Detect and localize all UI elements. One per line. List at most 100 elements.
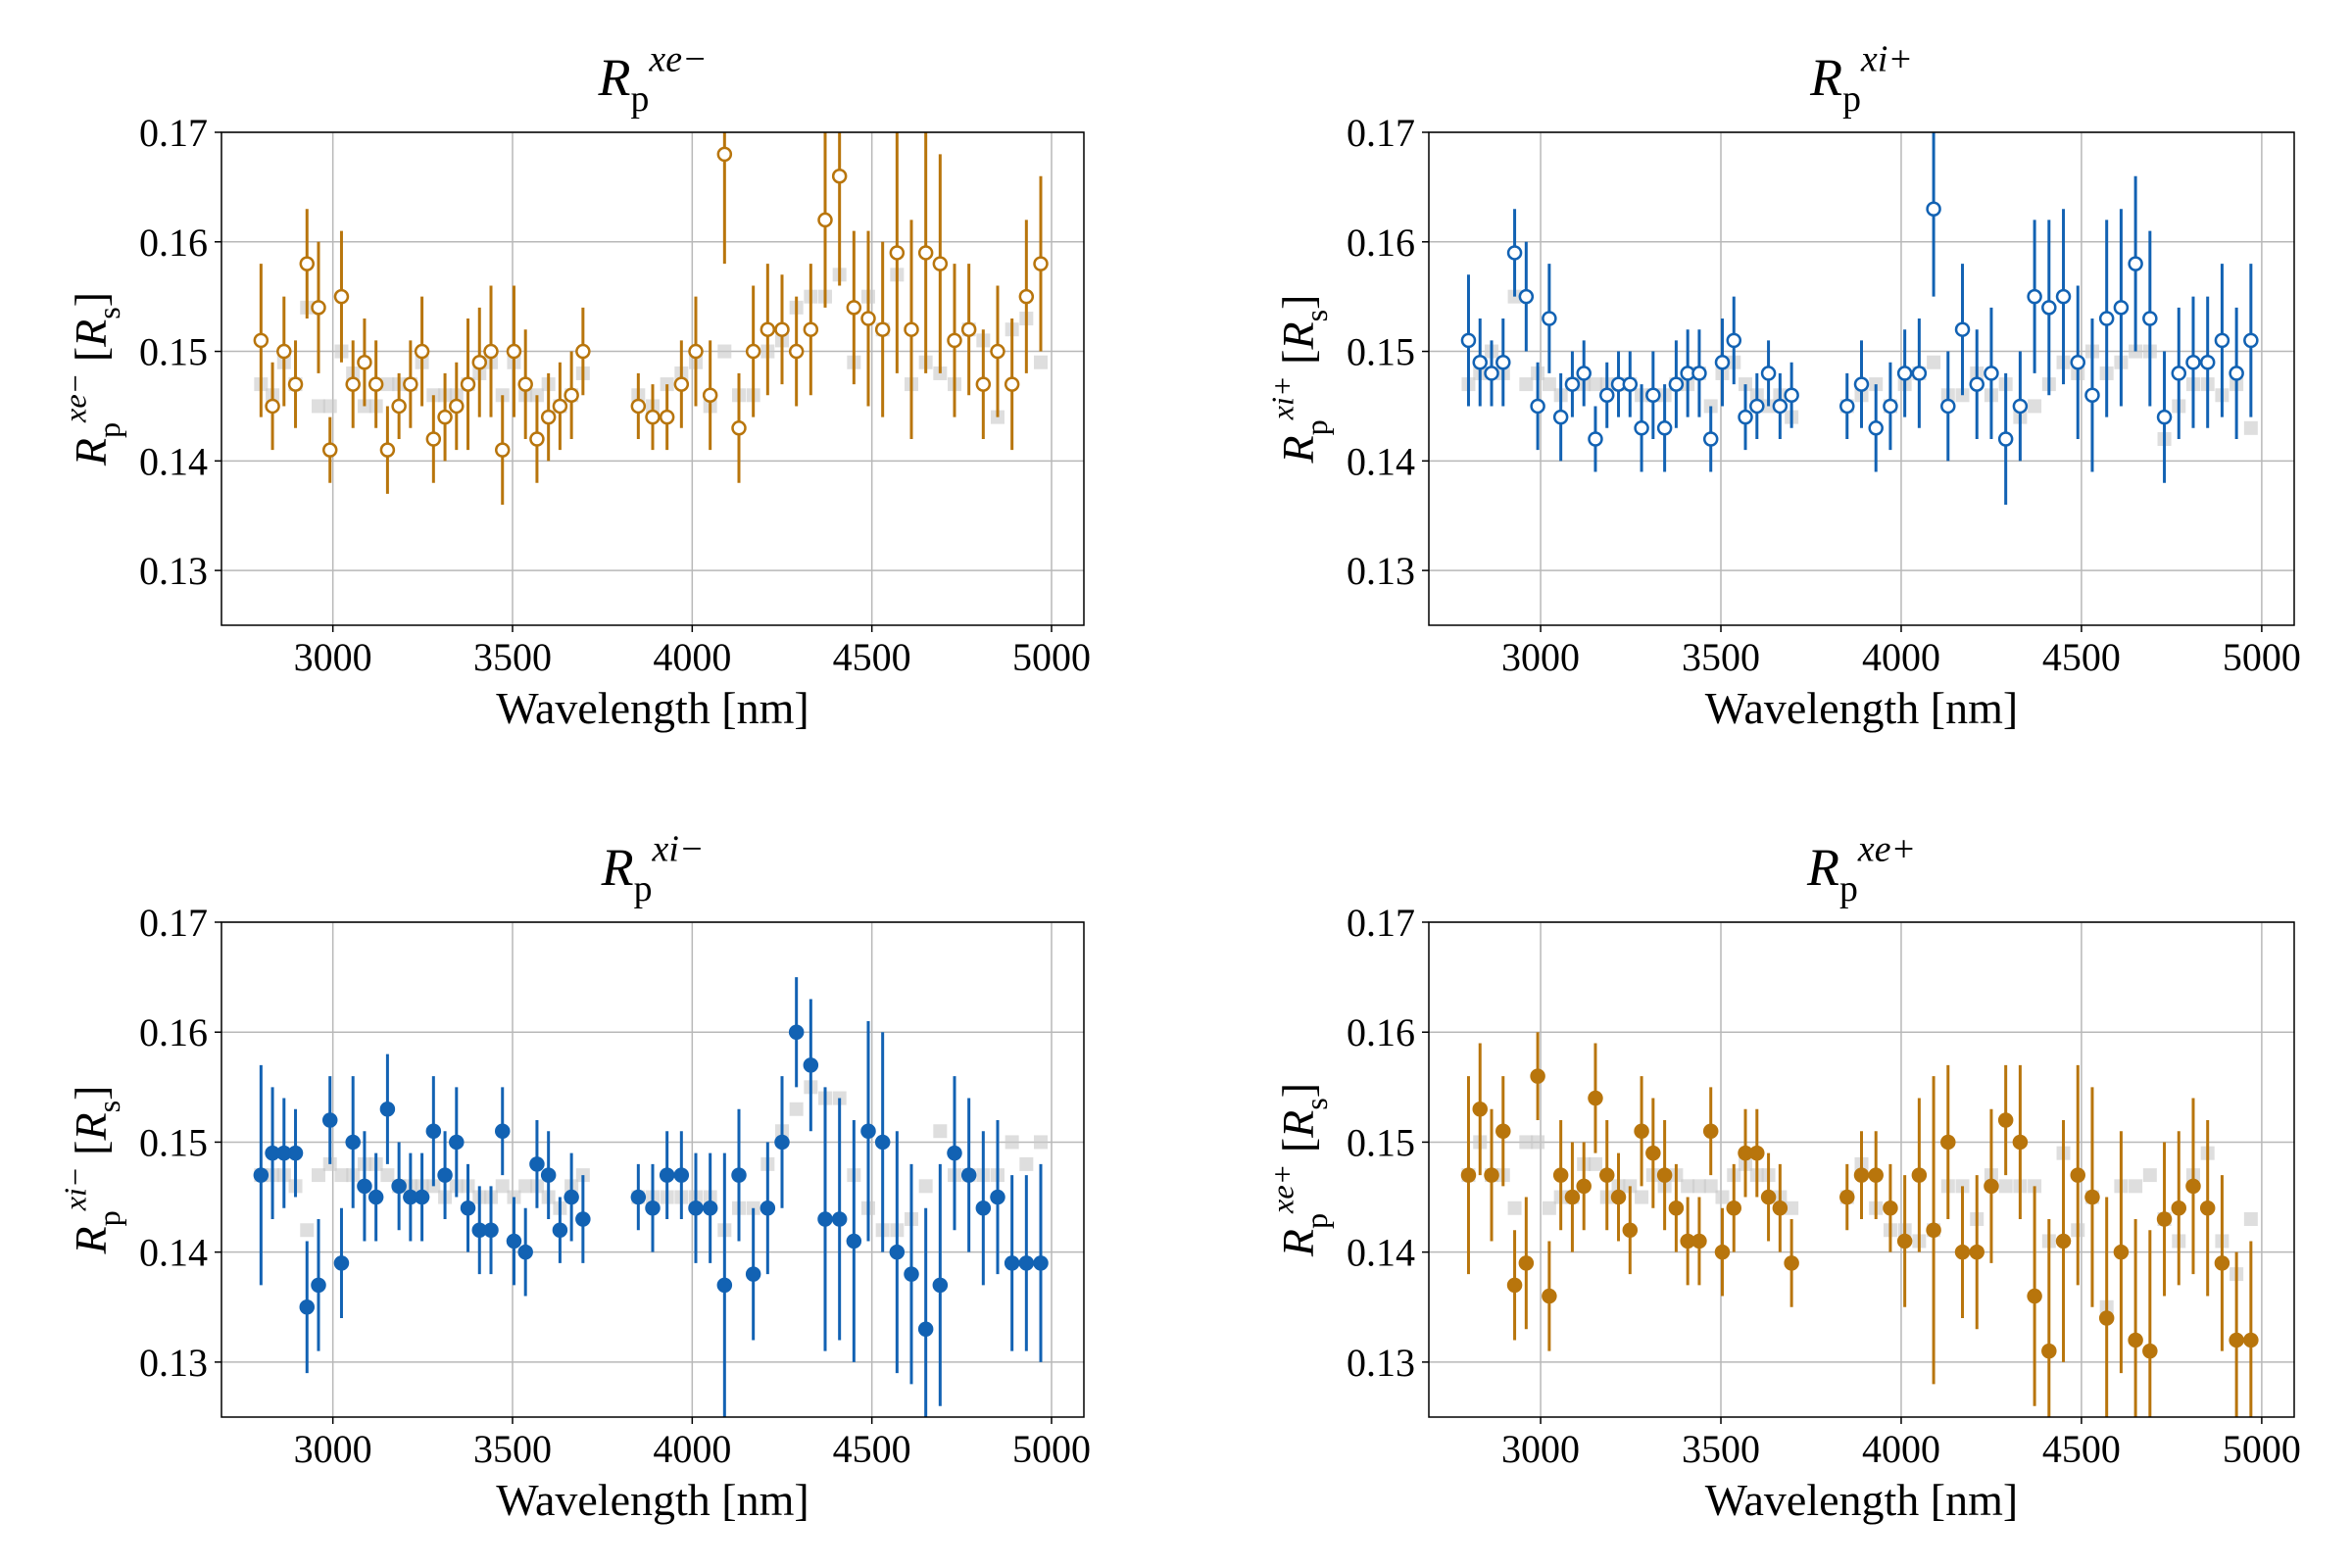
data-point xyxy=(2027,288,2042,305)
data-point xyxy=(831,1211,848,1227)
y-tick-label: 0.13 xyxy=(139,549,208,593)
data-point xyxy=(1564,1189,1581,1205)
data-point xyxy=(831,168,848,184)
reference-marker xyxy=(1034,1135,1048,1150)
data-point xyxy=(1610,1189,1627,1205)
data-point xyxy=(2185,354,2201,370)
data-point xyxy=(368,376,384,392)
data-point xyxy=(2113,1244,2130,1260)
data-point xyxy=(2128,256,2143,271)
data-point xyxy=(688,343,704,360)
data-point xyxy=(846,300,862,316)
x-tick-label: 3000 xyxy=(294,1427,372,1471)
data-point xyxy=(494,442,511,458)
y-axis-label: Rpxe+[Rs] xyxy=(1264,1083,1334,1257)
plot-area xyxy=(253,132,1049,506)
data-point xyxy=(1896,366,1913,381)
text-part: p xyxy=(1842,78,1861,120)
reference-marker xyxy=(2243,1212,2258,1226)
reference-marker xyxy=(1635,1190,1649,1204)
data-point xyxy=(1634,1123,1649,1139)
data-point xyxy=(803,1057,819,1073)
data-point xyxy=(716,146,733,163)
data-point xyxy=(1726,1200,1742,1216)
data-point xyxy=(889,1244,906,1260)
data-point xyxy=(1668,1200,1685,1216)
reference-marker xyxy=(1531,1135,1545,1150)
data-point xyxy=(333,1255,350,1271)
data-point xyxy=(403,376,418,392)
data-point xyxy=(1460,332,1477,349)
data-point xyxy=(311,1277,326,1294)
axes-frame xyxy=(220,921,1085,1418)
text-part: s xyxy=(91,307,126,319)
data-point xyxy=(1749,1145,1765,1161)
reference-marker xyxy=(2142,1168,2157,1183)
text-part: p xyxy=(1298,419,1334,435)
data-point xyxy=(2185,1178,2201,1195)
data-point xyxy=(1472,1102,1488,1117)
data-point xyxy=(1484,366,1499,381)
data-point xyxy=(1883,398,1898,415)
text-part: R xyxy=(601,838,634,897)
text-part: xe+ xyxy=(1264,1164,1299,1214)
data-point xyxy=(345,376,361,392)
text-part: [ xyxy=(66,1140,116,1154)
y-axis-label: Rpxe−[Rs] xyxy=(57,292,126,466)
text-part: xe+ xyxy=(1857,829,1916,870)
data-point xyxy=(917,1321,934,1337)
data-point xyxy=(702,387,718,404)
x-tick-label: 4000 xyxy=(653,635,731,679)
data-point xyxy=(483,1222,499,1238)
x-tick-label: 3000 xyxy=(1501,1427,1580,1471)
text-part: [ xyxy=(1273,349,1323,364)
text-part: R xyxy=(66,438,116,466)
data-point xyxy=(1714,354,1731,370)
x-tick-label: 3500 xyxy=(1682,635,1760,679)
reference-marker xyxy=(1542,377,1556,392)
data-point xyxy=(745,1266,761,1282)
data-point xyxy=(932,256,949,271)
reference-marker xyxy=(933,1124,948,1139)
text-part: R xyxy=(1273,1229,1323,1257)
x-axis-label: Wavelength [nm] xyxy=(1705,683,2018,733)
reference-marker xyxy=(300,1223,315,1238)
data-point xyxy=(368,1189,384,1205)
chart-title: Rpxe− xyxy=(598,39,708,121)
data-point xyxy=(517,1244,533,1260)
data-point xyxy=(1530,1068,1545,1084)
data-point xyxy=(564,1189,579,1205)
text-part: ] xyxy=(1273,1083,1323,1098)
data-point xyxy=(1460,1167,1477,1183)
data-point xyxy=(483,343,499,360)
data-point xyxy=(659,1167,675,1183)
reference-marker xyxy=(1785,1200,1799,1215)
data-point xyxy=(449,1134,465,1151)
reference-marker xyxy=(380,377,395,392)
y-tick-label: 0.14 xyxy=(1347,1231,1415,1275)
text-part: xi− xyxy=(57,1166,92,1211)
text-part: R xyxy=(1273,321,1323,350)
text-part: s xyxy=(91,1101,126,1113)
chart-title: Rpxi+ xyxy=(1809,39,1913,121)
data-point xyxy=(1702,431,1719,447)
data-point xyxy=(2214,332,2230,349)
data-point xyxy=(645,409,661,425)
data-point xyxy=(2070,1167,2085,1183)
data-point xyxy=(2199,1200,2216,1216)
axes-frame xyxy=(220,131,1085,626)
data-point xyxy=(2041,300,2057,316)
data-point xyxy=(1839,1189,1855,1205)
data-point xyxy=(1518,288,1535,305)
data-point xyxy=(860,1123,876,1139)
data-point xyxy=(575,343,591,360)
x-axis-label: Wavelength [nm] xyxy=(496,1475,808,1525)
data-point xyxy=(817,1211,833,1227)
text-part: p xyxy=(91,1210,126,1226)
data-point xyxy=(1656,1167,1673,1183)
data-point xyxy=(1588,1090,1603,1106)
reference-marker xyxy=(312,399,325,414)
text-part: R xyxy=(66,1226,116,1254)
data-point xyxy=(1954,1244,1971,1260)
data-point xyxy=(760,321,776,337)
